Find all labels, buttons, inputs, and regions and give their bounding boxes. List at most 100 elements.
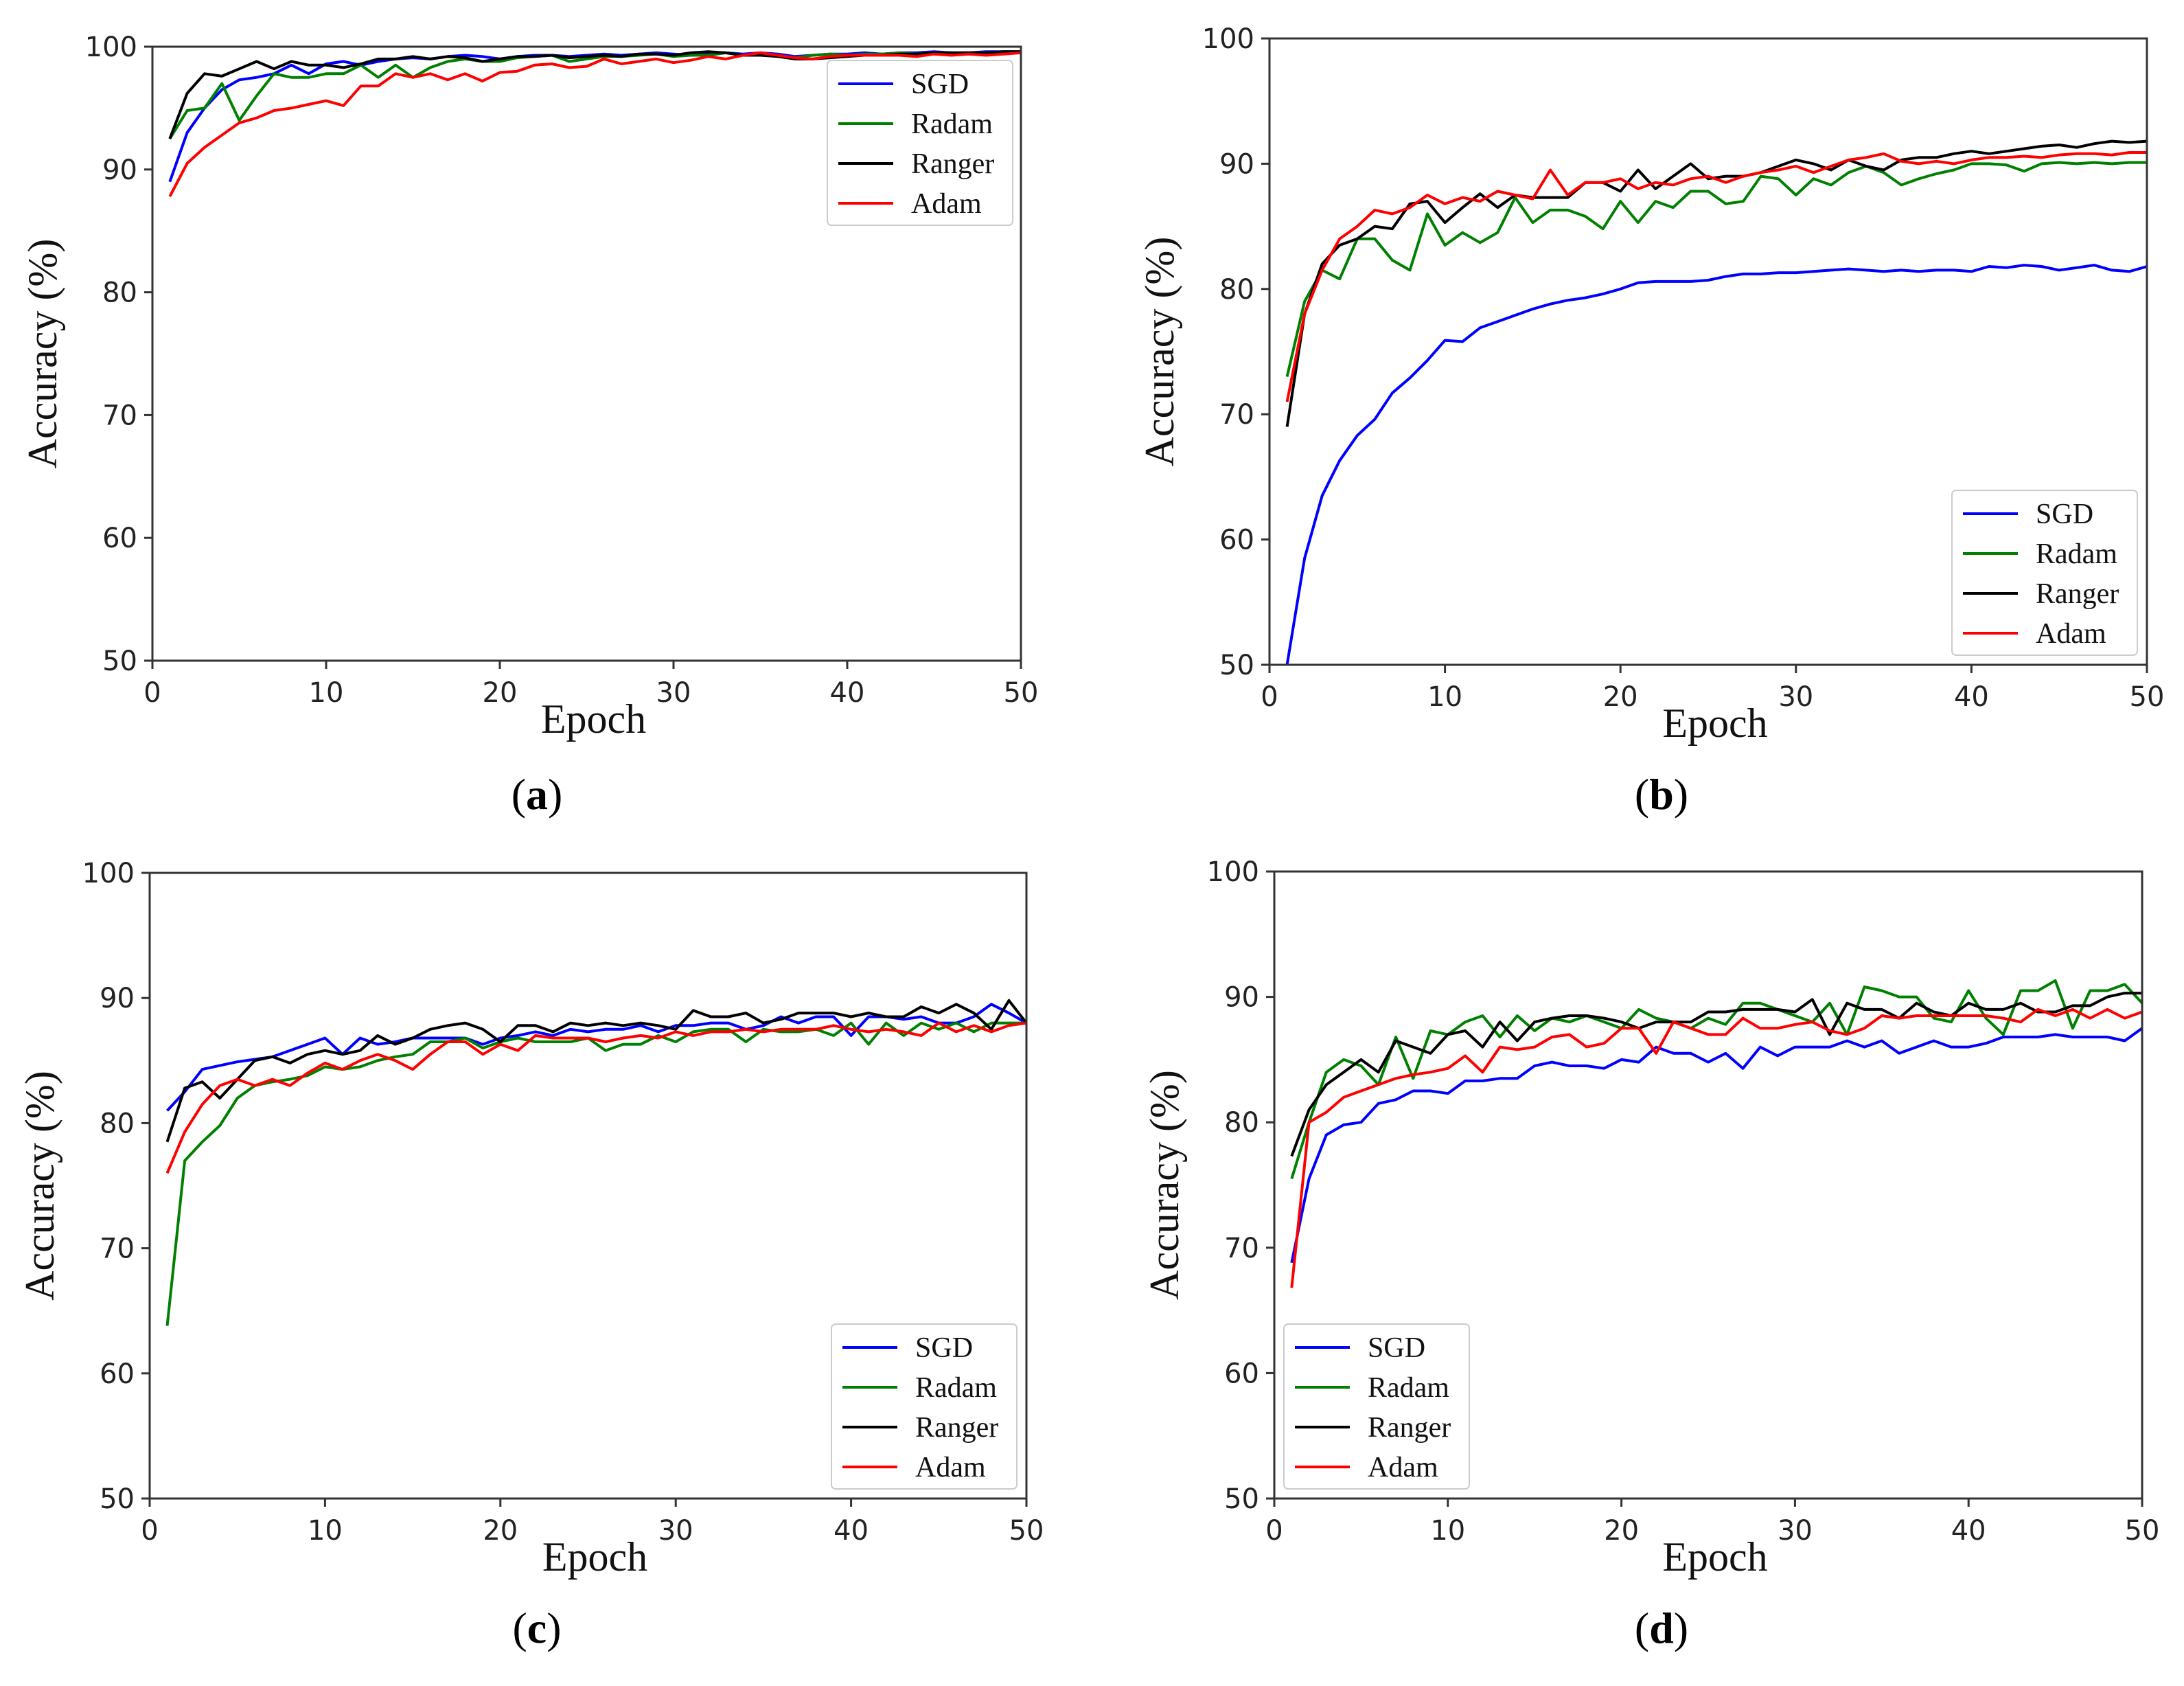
x-tick-label: 40: [1951, 1515, 1986, 1547]
legend: SGD Radam Ranger Adam: [1951, 490, 2138, 656]
x-tick-label: 50: [2130, 681, 2165, 713]
y-tick-label: 100: [1207, 856, 1259, 888]
x-tick-label: 10: [308, 1515, 343, 1547]
y-tick-label: 50: [1224, 1483, 1259, 1515]
y-tick-label: 60: [1219, 525, 1254, 556]
x-axis-label: Epoch: [542, 1534, 647, 1580]
y-tick-label: 80: [1219, 274, 1254, 306]
x-axis-label: Epoch: [541, 696, 646, 742]
plot-frame: [1268, 37, 2148, 666]
y-tick-label: 90: [1219, 148, 1254, 180]
legend-label-adam: Adam: [915, 1452, 986, 1483]
legend-label-sgd: SGD: [1368, 1332, 1425, 1364]
legend: SGD Radam Ranger Adam: [831, 1323, 1018, 1490]
legend-box: [1283, 1323, 1470, 1490]
y-tick-label: 80: [100, 1108, 135, 1139]
x-tick-label: 50: [1004, 677, 1039, 709]
y-tick-label: 100: [82, 858, 135, 889]
panel-caption: (d): [1635, 1604, 1688, 1652]
x-tick-label: 30: [658, 1515, 693, 1547]
legend-box: [827, 60, 1013, 226]
y-tick-label: 60: [102, 523, 137, 554]
legend-label-adam: Adam: [1368, 1452, 1438, 1483]
y-axis-label: Accuracy (%): [1137, 237, 1182, 467]
legend-label-ranger: Ranger: [915, 1412, 998, 1444]
y-tick-label: 90: [100, 983, 135, 1014]
x-axis-label: Epoch: [1662, 1534, 1767, 1580]
legend-label-radam: Radam: [915, 1372, 997, 1404]
x-tick-label: 0: [141, 1515, 158, 1547]
x-tick-label: 20: [483, 1515, 518, 1547]
y-tick-label: 70: [1224, 1233, 1259, 1264]
y-tick-label: 90: [1224, 982, 1259, 1014]
x-tick-label: 20: [1604, 1515, 1639, 1547]
x-tick-label: 40: [834, 1515, 869, 1547]
y-tick-label: 100: [85, 32, 137, 63]
x-tick-label: 0: [143, 677, 161, 709]
legend-label-adam: Adam: [2036, 618, 2106, 650]
legend-label-adam: Adam: [911, 188, 982, 220]
x-tick-label: 10: [1427, 681, 1462, 713]
y-tick-label: 50: [102, 646, 137, 677]
series-line-sgd: [166, 1003, 1026, 1112]
caption-letter: d: [1649, 1604, 1674, 1652]
series-line-adam: [168, 51, 1021, 198]
panel-caption: (a): [511, 770, 563, 819]
y-axis-label: Accuracy (%): [1142, 1070, 1187, 1300]
panel-caption: (c): [512, 1604, 561, 1652]
chart-panel-a: 0 10 20 30 40 50 50 60 70 80 90 100 Epoch Accuracy (%…: [20, 32, 1038, 819]
legend-label-sgd: SGD: [915, 1332, 973, 1364]
y-tick-label: 70: [102, 400, 137, 431]
series-line-radam: [1285, 161, 2147, 377]
caption-letter: a: [526, 770, 548, 819]
y-tick-label: 70: [1219, 399, 1254, 431]
x-tick-label: 40: [830, 677, 865, 709]
plot-frame: [148, 872, 1028, 1500]
x-tick-label: 10: [309, 677, 344, 709]
x-tick-label: 0: [1265, 1515, 1283, 1547]
y-tick-label: 50: [100, 1483, 135, 1515]
y-tick-label: 60: [100, 1358, 135, 1390]
y-axis-label: Accuracy (%): [17, 1071, 62, 1301]
x-tick-label: 0: [1261, 681, 1278, 713]
y-tick-label: 80: [1224, 1107, 1259, 1139]
series-line-adam: [1285, 151, 2147, 402]
caption-letter: b: [1649, 770, 1674, 819]
x-tick-label: 20: [1603, 681, 1638, 713]
legend: SGD Radam Ranger Adam: [1283, 1323, 1470, 1490]
series-line-adam: [1290, 1007, 2142, 1288]
series-line-radam: [165, 1021, 1026, 1326]
legend-label-radam: Radam: [2036, 538, 2117, 570]
caption-letter: c: [527, 1604, 547, 1652]
y-tick-label: 100: [1202, 23, 1254, 55]
y-tick-label: 90: [102, 155, 137, 186]
series-line-ranger: [1285, 139, 2147, 427]
x-axis-label: Epoch: [1662, 700, 1767, 746]
legend-label-ranger: Ranger: [1368, 1412, 1451, 1444]
series-line-ranger: [165, 999, 1026, 1143]
series-line-adam: [165, 1021, 1026, 1174]
series-line-sgd: [1285, 264, 2147, 665]
y-tick-label: 80: [102, 277, 137, 309]
plot-frame: [151, 45, 1022, 662]
legend-label-ranger: Ranger: [911, 148, 994, 180]
x-tick-label: 40: [1954, 681, 1989, 713]
legend-box: [1951, 490, 2138, 656]
chart-panel-c: 0 10 20 30 40 50 50 60 70 80 90 100 Epoch Accuracy (%…: [17, 858, 1044, 1652]
x-tick-label: 20: [483, 677, 518, 709]
legend-label-sgd: SGD: [2036, 499, 2093, 530]
legend-label-radam: Radam: [911, 109, 993, 140]
legend-label-ranger: Ranger: [2036, 578, 2119, 610]
legend-label-radam: Radam: [1368, 1372, 1449, 1404]
legend-label-sgd: SGD: [911, 69, 969, 100]
y-tick-label: 50: [1219, 650, 1254, 681]
y-axis-label: Accuracy (%): [20, 239, 65, 469]
y-tick-label: 70: [100, 1233, 135, 1265]
panel-caption: (b): [1635, 770, 1688, 819]
y-tick-label: 60: [1224, 1358, 1259, 1389]
x-tick-label: 10: [1430, 1515, 1465, 1547]
legend-box: [831, 1323, 1018, 1490]
x-tick-label: 50: [1009, 1515, 1044, 1547]
legend: SGD Radam Ranger Adam: [827, 60, 1013, 226]
